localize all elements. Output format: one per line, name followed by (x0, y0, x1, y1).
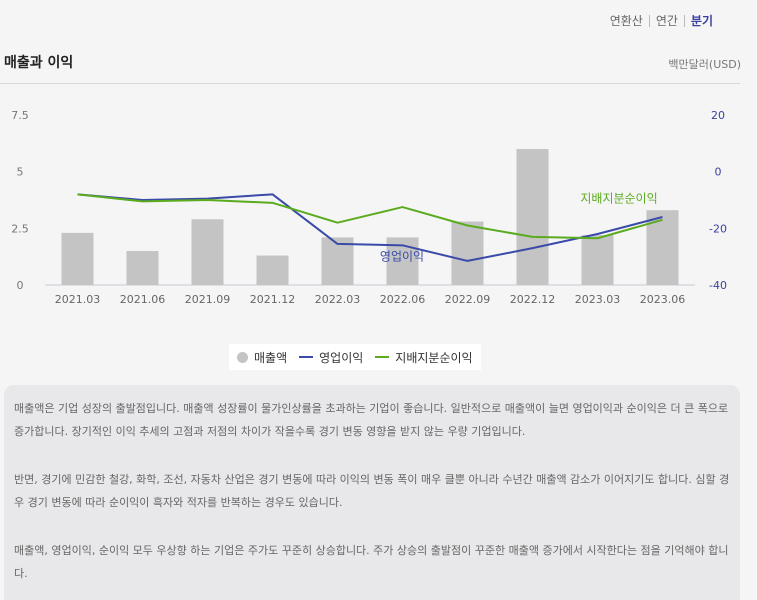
x-axis-tick: 2021.03 (55, 293, 101, 306)
revenue-bar (451, 221, 484, 285)
revenue-profit-chart: 7.5 5 2.5 0 20 0 -20 -40 2021.03 2021.06 2021.09 20… (11, 109, 727, 306)
net-income-annotation: 지배지분순이익 (580, 191, 657, 205)
tab-annualized[interactable]: 연환산 (609, 14, 643, 28)
chart-title: 매출과 이익 (4, 55, 74, 71)
tab-divider (683, 14, 685, 27)
legend-swatch-revenue (237, 351, 248, 363)
legend-swatch-net-income (375, 356, 390, 358)
x-axis-tick: 2022.06 (380, 293, 426, 306)
description-paragraph: 매출액, 영업이익, 순이익 모두 우상향 하는 기업은 주가도 꾸준히 상승합… (14, 544, 729, 580)
x-axis-tick: 2022.09 (445, 293, 491, 306)
tab-quarterly[interactable]: 분기 (690, 14, 713, 28)
legend-item-op-income[interactable]: 영업이익 (299, 349, 363, 366)
legend-label-revenue: 매출액 (254, 350, 288, 365)
tab-divider (648, 14, 650, 27)
revenue-bar (61, 232, 94, 285)
x-axis-tick: 2023.03 (575, 293, 621, 306)
unit-label: 백만달러(USD) (668, 58, 741, 71)
revenue-bar (581, 235, 614, 285)
right-axis-tick: -20 (709, 222, 727, 235)
description-paragraph: 매출액은 기업 성장의 출발점입니다. 매출액 성장률이 물가인상률을 초과하는… (14, 402, 729, 438)
revenue-bar (321, 237, 354, 285)
op-income-line (77, 193, 663, 262)
revenue-bar (516, 149, 549, 285)
left-axis-tick: 7.5 (11, 109, 29, 122)
tab-annual[interactable]: 연간 (655, 14, 678, 28)
legend-label-op-income: 영업이익 (319, 350, 364, 365)
x-axis-tick: 2021.12 (250, 293, 296, 306)
net-income-line (77, 193, 663, 240)
legend-item-net-income[interactable]: 지배지분순이익 (375, 349, 473, 366)
x-axis-tick: 2023.06 (640, 293, 686, 306)
legend-label-net-income: 지배지분순이익 (395, 350, 473, 365)
left-axis-tick: 0 (17, 279, 24, 292)
legend-swatch-op-income (299, 356, 314, 358)
right-axis-tick: 20 (711, 109, 725, 122)
revenue-bar (191, 219, 224, 285)
x-axis-tick: 2022.03 (315, 293, 361, 306)
right-axis-tick: 0 (715, 166, 722, 179)
description-paragraph: 반면, 경기에 민감한 철강, 화학, 조선, 자동차 산업은 경기 변동에 따… (14, 473, 730, 509)
description-panel: 매출액은 기업 성장의 출발점입니다. 매출액 성장률이 물가인상률을 초과하는… (4, 385, 740, 600)
legend-item-revenue[interactable]: 매출액 (237, 349, 287, 366)
x-axis-tick: 2021.06 (120, 293, 166, 306)
left-axis-tick: 5 (17, 166, 24, 179)
x-axis-tick: 2021.09 (185, 293, 231, 306)
op-income-annotation: 영업이익 (380, 250, 424, 264)
chart-legend: 매출액 영업이익 지배지분순이익 (229, 344, 481, 370)
revenue-bar (646, 210, 679, 285)
revenue-bar (256, 255, 289, 285)
period-tabs: 연환산 연간 분기 (604, 12, 719, 29)
left-axis-tick: 2.5 (11, 222, 29, 235)
right-axis-tick: -40 (709, 279, 727, 292)
revenue-bar (126, 251, 159, 285)
title-divider (0, 83, 740, 84)
x-axis-tick: 2022.12 (510, 293, 556, 306)
